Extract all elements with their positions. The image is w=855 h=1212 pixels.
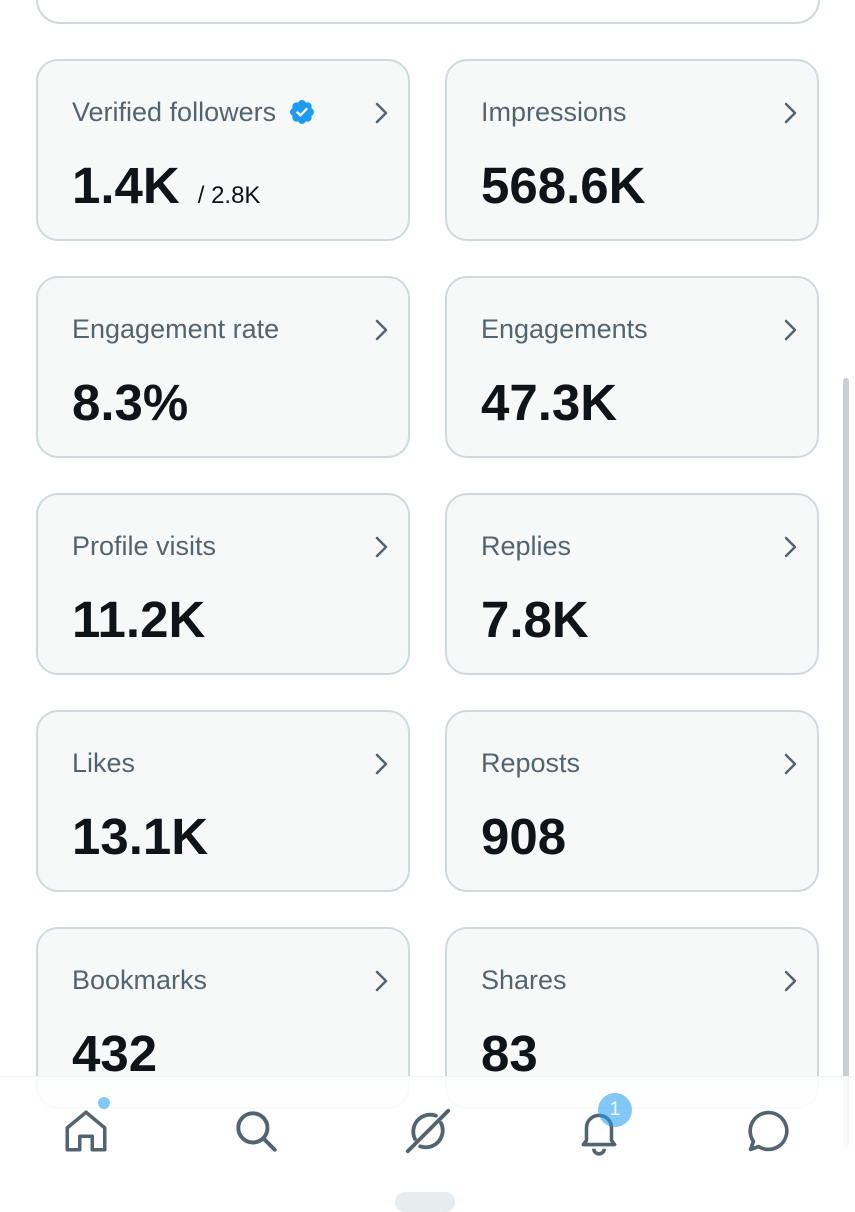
card-value: 8.3%	[72, 374, 189, 431]
card-value: 432	[72, 1025, 158, 1082]
card-title: Engagement rate	[72, 314, 280, 344]
card-profile-visits[interactable]: Profile visits 11.2K	[36, 493, 410, 675]
floating-button-edge[interactable]	[395, 1192, 455, 1212]
card-sub-value: / 2.8K	[197, 182, 261, 209]
card-value: 11.2K	[72, 591, 206, 648]
card-title: Bookmarks	[72, 965, 208, 995]
chevron-right-icon	[784, 536, 797, 558]
chevron-right-icon	[375, 753, 388, 775]
card-title: Replies	[481, 531, 572, 561]
chevron-right-icon	[784, 753, 797, 775]
card-replies[interactable]: Replies 7.8K	[445, 493, 819, 675]
card-likes[interactable]: Likes 13.1K	[36, 710, 410, 892]
card-title: Reposts	[481, 748, 581, 778]
card-value-wrap: 1.4K / 2.8K	[72, 156, 260, 226]
search-icon	[236, 1111, 277, 1152]
verified-badge-icon	[290, 100, 315, 124]
new-posts-dot	[98, 1097, 110, 1109]
card-value: 1.4K	[72, 157, 180, 214]
chevron-right-icon	[375, 102, 388, 124]
scrollbar[interactable]	[843, 378, 849, 1148]
chevron-right-icon	[375, 319, 388, 341]
chevron-right-icon	[375, 536, 388, 558]
card-value: 13.1K	[72, 808, 209, 865]
card-title: Impressions	[481, 97, 627, 127]
nav-search[interactable]	[226, 1101, 286, 1161]
card-title-wrap: Verified followers	[72, 94, 316, 130]
chevron-right-icon	[784, 102, 797, 124]
chevron-right-icon	[375, 970, 388, 992]
nav-grok[interactable]	[398, 1101, 458, 1161]
card-reposts[interactable]: Reposts 908	[445, 710, 819, 892]
card-title: Likes	[72, 748, 136, 778]
chevron-right-icon	[784, 319, 797, 341]
grok-icon	[405, 1108, 451, 1154]
card-value: 47.3K	[481, 374, 618, 431]
bottom-nav-bar	[0, 1076, 855, 1187]
chevron-right-icon	[784, 970, 797, 992]
card-engagements[interactable]: Engagements 47.3K	[445, 276, 819, 458]
card-engagement-rate[interactable]: Engagement rate 8.3%	[36, 276, 410, 458]
card-value: 908	[481, 808, 567, 865]
previous-card	[36, 0, 820, 24]
card-title: Profile visits	[72, 531, 217, 561]
card-title: Engagements	[481, 314, 648, 344]
nav-home[interactable]	[56, 1101, 116, 1161]
notification-count-badge: 1	[598, 1093, 632, 1127]
card-value: 7.8K	[481, 591, 589, 648]
nav-messages[interactable]	[739, 1101, 799, 1161]
card-title: Shares	[481, 965, 567, 995]
card-title: Verified followers	[72, 97, 277, 127]
card-value: 83	[481, 1025, 538, 1082]
card-verified-followers[interactable]: Verified followers 1.4K / 2.8K	[36, 59, 410, 241]
messages-icon	[748, 1110, 789, 1152]
card-value: 568.6K	[481, 157, 646, 214]
card-impressions[interactable]: Impressions 568.6K	[445, 59, 819, 241]
home-icon	[65, 1110, 107, 1152]
